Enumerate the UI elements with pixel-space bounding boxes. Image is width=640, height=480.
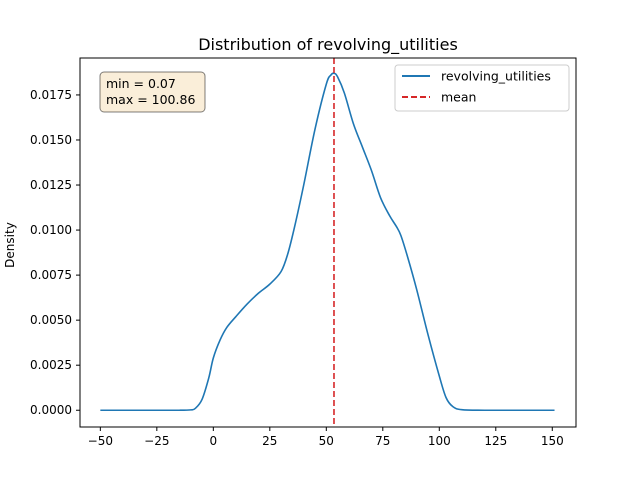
- x-tick-label: −50: [88, 434, 113, 448]
- axes-frame: [79, 57, 577, 428]
- x-tick-label: 50: [319, 434, 334, 448]
- axis-ticks: −50 −25 0 25 50 75 100 125 150 0.0000 0.0025 0.0050…: [30, 88, 564, 448]
- chart-title: Distribution of revolving_utilities: [198, 35, 458, 55]
- y-tick-label: 0.0150: [30, 133, 72, 147]
- min-max-annotation: min = 0.07 max = 100.86: [99, 71, 206, 113]
- density-curve: [100, 72, 555, 412]
- x-tick-label: 75: [375, 434, 390, 448]
- y-tick-label: 0.0175: [30, 88, 72, 102]
- y-tick-label: 0.0050: [30, 313, 72, 327]
- y-tick-label: 0.0125: [30, 178, 72, 192]
- plot-area: [100, 58, 555, 427]
- legend: revolving_utilities mean: [394, 64, 570, 112]
- x-tick-label: 0: [210, 434, 218, 448]
- y-tick-label: 0.0075: [30, 268, 72, 282]
- legend-label-density: revolving_utilities: [441, 69, 551, 84]
- x-tick-label: 25: [262, 434, 277, 448]
- annotation-background: [99, 71, 206, 113]
- legend-frame: [394, 64, 570, 112]
- y-tick-label: 0.0000: [30, 403, 72, 417]
- x-tick-label: 125: [484, 434, 507, 448]
- x-tick-label: 150: [541, 434, 564, 448]
- x-tick-label: −25: [144, 434, 169, 448]
- y-tick-label: 0.0025: [30, 358, 72, 372]
- x-tick-label: 100: [428, 434, 451, 448]
- annotation-max-text: max = 100.86: [106, 92, 195, 107]
- annotation-min-text: min = 0.07: [106, 76, 176, 91]
- y-tick-label: 0.0100: [30, 223, 72, 237]
- y-axis-label: Density: [3, 222, 17, 268]
- legend-label-mean: mean: [441, 90, 476, 105]
